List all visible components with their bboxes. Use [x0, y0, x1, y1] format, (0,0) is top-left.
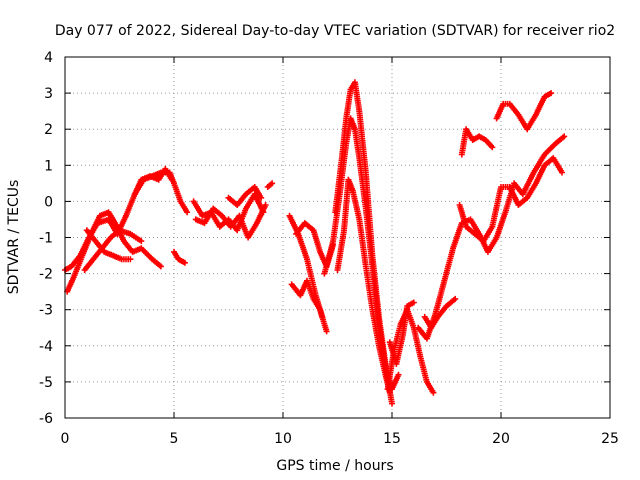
- data-points: [62, 79, 568, 407]
- series-markers: [264, 180, 276, 190]
- series-markers: [171, 248, 188, 266]
- y-tick-label: 4: [44, 50, 53, 66]
- series-arc-20: [421, 295, 459, 331]
- y-tick-label: -6: [39, 411, 53, 427]
- series-arc-23: [493, 90, 555, 133]
- series-arc-16: [334, 176, 393, 396]
- y-axis-label: SDTVAR / TECUs: [6, 180, 22, 295]
- plot-frame: [64, 56, 611, 419]
- series-arc-21: [456, 155, 565, 245]
- y-tick-label: -2: [39, 267, 53, 283]
- x-tick-label: 15: [383, 431, 401, 447]
- series-markers: [225, 184, 265, 208]
- series-arc-8: [192, 202, 269, 241]
- series-markers: [131, 165, 175, 198]
- series-arc-18: [386, 299, 417, 367]
- y-tick-label: 0: [44, 194, 53, 210]
- x-tick-label: 25: [601, 431, 619, 447]
- series-arc-5: [131, 165, 175, 198]
- x-tick-label: 10: [274, 431, 292, 447]
- series-markers: [493, 90, 555, 133]
- series-arc-12: [288, 277, 330, 335]
- chart-title: Day 077 of 2022, Sidereal Day-to-day VTE…: [55, 23, 615, 39]
- series-arc-10: [264, 180, 276, 190]
- x-tick-label: 20: [492, 431, 510, 447]
- y-tick-label: -1: [39, 231, 53, 247]
- series-markers: [386, 299, 417, 367]
- x-tick-label: 0: [61, 431, 70, 447]
- series-markers: [421, 295, 459, 331]
- y-tick-label: 2: [44, 122, 53, 138]
- series-markers: [458, 126, 496, 158]
- series-markers: [192, 202, 269, 241]
- series-markers: [334, 176, 393, 396]
- series-arc-9: [225, 184, 265, 208]
- series-arc-6: [171, 248, 188, 266]
- series-markers: [415, 133, 568, 342]
- series-arc-22: [458, 126, 496, 158]
- series-markers: [288, 277, 330, 335]
- y-tick-label: -4: [39, 339, 53, 355]
- grid: [65, 57, 610, 418]
- series-markers: [456, 155, 565, 245]
- y-tick-label: 1: [44, 158, 53, 174]
- x-tick-label: 5: [170, 431, 179, 447]
- series-arc-19: [415, 133, 568, 342]
- series-markers: [83, 227, 134, 263]
- series-arc-4: [83, 227, 134, 263]
- x-axis-label: GPS time / hours: [276, 458, 393, 474]
- y-tick-label: -3: [39, 303, 53, 319]
- y-tick-label: -5: [39, 375, 53, 391]
- y-tick-label: 3: [44, 86, 53, 102]
